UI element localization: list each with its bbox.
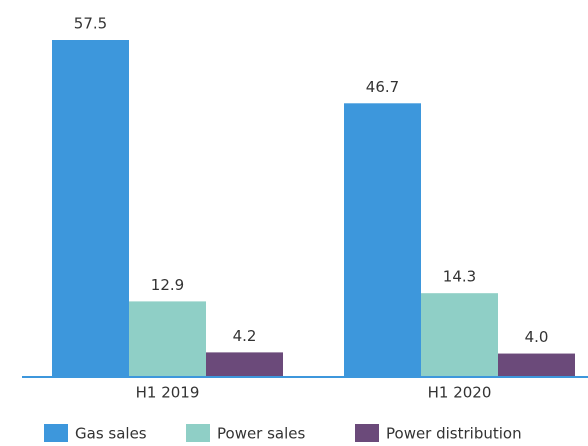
bar xyxy=(129,301,206,377)
bar xyxy=(52,40,129,377)
data-label: 14.3 xyxy=(443,268,476,286)
legend-label: Gas sales xyxy=(75,425,147,443)
legend-swatch xyxy=(44,424,68,442)
legend-label: Power distribution xyxy=(386,425,522,443)
data-label: 46.7 xyxy=(366,78,399,96)
data-label: 57.5 xyxy=(74,15,107,33)
data-label: 4.2 xyxy=(233,327,257,345)
x-tick-label: H1 2019 xyxy=(136,384,200,402)
legend-swatch xyxy=(186,424,210,442)
bar xyxy=(498,353,575,377)
bar xyxy=(206,352,283,377)
bar xyxy=(344,103,421,377)
legend-swatch xyxy=(355,424,379,442)
bar xyxy=(421,293,498,377)
legend-label: Power sales xyxy=(217,425,306,443)
x-tick-label: H1 2020 xyxy=(428,384,492,402)
data-label: 4.0 xyxy=(525,328,549,346)
data-label: 12.9 xyxy=(151,276,184,294)
